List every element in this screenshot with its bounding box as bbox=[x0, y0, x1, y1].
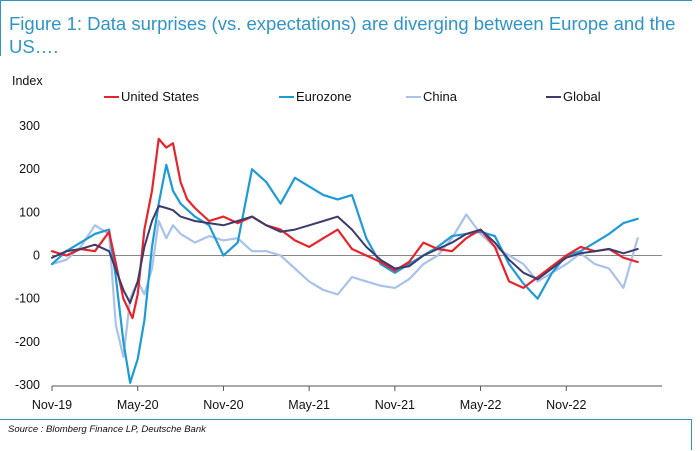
legend-item-eurozone: Eurozone bbox=[279, 89, 352, 104]
footer-rule bbox=[0, 419, 692, 420]
legend-swatch-eurozone bbox=[279, 95, 294, 98]
legend-item-united-states: United States bbox=[104, 89, 199, 104]
legend-label-china: China bbox=[423, 89, 457, 104]
x-tick-label: May-20 bbox=[117, 398, 159, 412]
series-line-united-states bbox=[50, 137, 639, 320]
legend-label-global: Global bbox=[563, 89, 601, 104]
y-tick-label: 200 bbox=[19, 162, 40, 176]
legend-swatch-united-states bbox=[104, 95, 119, 98]
legend-label-eurozone: Eurozone bbox=[296, 89, 352, 104]
title-bar bbox=[0, 0, 692, 56]
x-tick-label: May-21 bbox=[288, 398, 330, 412]
x-tick-label: Nov-20 bbox=[203, 398, 243, 412]
y-tick-label: 100 bbox=[19, 205, 40, 219]
legend-swatch-china bbox=[406, 95, 421, 98]
series-line-global bbox=[51, 204, 639, 304]
y-axis-label: Index bbox=[12, 74, 43, 88]
chart-legend: United States Eurozone China Global bbox=[0, 89, 700, 107]
source-note: Source : Blomberg Finance LP, Deutsche B… bbox=[8, 424, 206, 435]
legend-label-united-states: United States bbox=[121, 89, 200, 104]
x-tick-label: Nov-19 bbox=[32, 398, 72, 412]
x-tick-label: May-22 bbox=[460, 398, 502, 412]
x-tick-label: Nov-21 bbox=[375, 398, 415, 412]
legend-item-global: Global bbox=[546, 89, 601, 104]
footer-rule-right bbox=[691, 419, 692, 450]
legend-item-china: China bbox=[406, 89, 457, 104]
y-tick-label: 0 bbox=[33, 249, 40, 263]
legend-swatch-global bbox=[546, 95, 561, 98]
x-tick-label: Nov-22 bbox=[546, 398, 586, 412]
y-tick-label: -300 bbox=[15, 378, 40, 392]
series-line-china bbox=[50, 213, 639, 358]
y-tick-label: -100 bbox=[15, 292, 40, 306]
figure-title: Figure 1: Data surprises (vs. expectatio… bbox=[9, 13, 676, 57]
series-line-eurozone bbox=[50, 163, 639, 384]
y-tick-label: -200 bbox=[15, 335, 40, 349]
y-tick-label: 300 bbox=[19, 119, 40, 133]
